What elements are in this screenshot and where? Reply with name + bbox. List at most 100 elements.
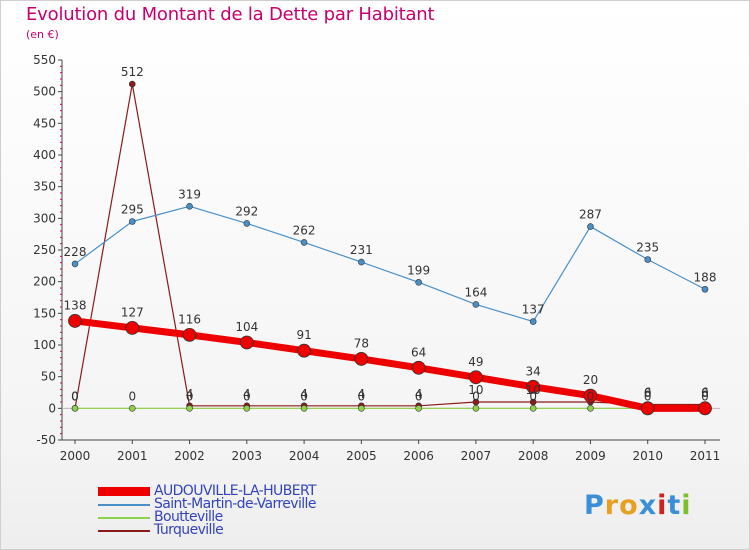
data-point-turqueville	[128, 80, 136, 88]
data-point-audouville-la-hubert	[411, 360, 426, 375]
data-point-saint-martin-de-varreville	[472, 301, 480, 308]
data-point-boutteville	[243, 405, 251, 412]
legend-item-turqueville: Turqueville	[98, 522, 316, 538]
x-tick-label: 2007	[461, 449, 492, 463]
data-label-boutteville: 0	[243, 389, 251, 403]
x-tick-label: 2009	[575, 449, 606, 463]
data-label-audouville-la-hubert: 0	[701, 386, 709, 400]
series-line-turqueville	[74, 83, 705, 409]
data-point-boutteville	[71, 405, 79, 412]
data-point-boutteville	[472, 405, 480, 412]
data-label-turqueville: 6	[644, 386, 652, 400]
data-label-turqueville: 0	[71, 389, 79, 403]
series-line-saint-martin-de-varreville	[74, 205, 706, 323]
y-tick-label: 0	[48, 401, 56, 415]
x-tick-label: 2008	[518, 449, 549, 463]
data-label-saint-martin-de-varreville: 228	[64, 245, 87, 259]
y-tick-label: 300	[33, 211, 56, 225]
y-tick-label: 500	[33, 85, 56, 99]
data-label-turqueville: 4	[300, 387, 308, 401]
chart-title: Evolution du Montant de la Dette par Hab…	[26, 4, 435, 25]
data-label-turqueville: 4	[358, 387, 366, 401]
series-saint-martin-de-varreville	[71, 203, 709, 325]
logo-letter: i	[681, 490, 692, 521]
data-label-audouville-la-hubert: 49	[468, 355, 483, 369]
data-label-boutteville: 0	[587, 389, 595, 403]
y-tick-label: 100	[33, 338, 56, 352]
data-label-saint-martin-de-varreville: 137	[522, 303, 545, 317]
legend-item-saint-martin-de-varreville: Saint-Martin-de-Varreville	[98, 496, 316, 512]
data-point-saint-martin-de-varreville	[300, 239, 308, 246]
data-point-boutteville	[358, 405, 365, 412]
data-labels-layer: 0 512 4 4 4 4 4 10 10 6 6 228 295 319 292 262 231 199 164 1…	[64, 65, 717, 403]
data-point-boutteville	[587, 405, 594, 412]
legend-label-saint-martin-de-varreville: Saint-Martin-de-Varreville	[154, 496, 316, 512]
data-point-boutteville	[300, 405, 308, 412]
x-tick-label: 2004	[289, 449, 320, 463]
data-label-boutteville: 0	[415, 389, 423, 403]
legend-swatch-audouville-la-hubert	[98, 487, 150, 496]
data-label-boutteville: 0	[358, 389, 366, 403]
data-label-turqueville: 4	[415, 387, 423, 401]
data-label-saint-martin-de-varreville: 199	[407, 263, 430, 277]
data-point-saint-martin-de-varreville	[701, 285, 709, 293]
data-point-saint-martin-de-varreville	[415, 278, 422, 286]
y-tick-label: 400	[33, 148, 56, 162]
legend-swatch-turqueville	[98, 529, 150, 532]
x-tick-label: 2001	[117, 449, 148, 463]
y-tick-label: 50	[41, 370, 56, 384]
data-point-audouville-la-hubert	[640, 401, 655, 416]
data-point-audouville-la-hubert	[182, 327, 197, 342]
y-tick-label: 350	[33, 180, 56, 194]
x-tick-label: 2006	[403, 449, 434, 463]
data-label-audouville-la-hubert: 104	[235, 320, 258, 334]
data-point-audouville-la-hubert	[526, 379, 541, 394]
data-label-boutteville: 0	[529, 389, 537, 403]
data-point-saint-martin-de-varreville	[358, 258, 365, 266]
data-label-saint-martin-de-varreville: 231	[350, 243, 373, 257]
data-label-saint-martin-de-varreville: 292	[235, 204, 258, 218]
data-point-turqueville	[472, 398, 480, 406]
y-tick-label: 550	[33, 53, 56, 67]
legend-swatch-boutteville	[98, 516, 150, 519]
legend-item-boutteville: Boutteville	[98, 509, 316, 525]
legend-label-boutteville: Boutteville	[154, 509, 223, 525]
x-tick-label: 2002	[174, 449, 205, 463]
data-label-saint-martin-de-varreville: 235	[636, 241, 659, 255]
proxiti-logo: Proxiti	[584, 490, 692, 521]
legend-label-turqueville: Turqueville	[154, 522, 224, 538]
y-tick-label: 150	[33, 306, 56, 320]
series-layer	[68, 80, 712, 416]
legend-item-audouville-la-hubert: AUDOUVILLE-LA-HUBERT	[98, 484, 317, 498]
data-point-audouville-la-hubert	[698, 401, 712, 416]
data-point-saint-martin-de-varreville	[587, 223, 594, 230]
data-label-boutteville: 0	[300, 389, 308, 403]
x-tick-label: 2010	[632, 449, 663, 463]
x-tick-label: 2011	[690, 449, 721, 463]
data-point-saint-martin-de-varreville	[71, 260, 79, 268]
data-label-audouville-la-hubert: 64	[411, 345, 426, 359]
data-label-audouville-la-hubert: 34	[526, 364, 541, 378]
data-point-saint-martin-de-varreville	[128, 218, 136, 225]
logo-letter: i	[657, 490, 668, 521]
logo-letter: o	[619, 490, 639, 521]
data-label-boutteville: 0	[644, 389, 652, 403]
legend: AUDOUVILLE-LA-HUBERT Saint-Martin-de-Varr…	[98, 484, 317, 538]
x-tick-label: 2000	[60, 449, 91, 463]
data-label-saint-martin-de-varreville: 188	[694, 270, 717, 284]
data-point-audouville-la-hubert	[239, 335, 254, 350]
data-point-audouville-la-hubert	[469, 370, 483, 385]
chart-subtitle: (en €)	[26, 28, 59, 41]
data-point-audouville-la-hubert	[125, 320, 140, 335]
data-label-audouville-la-hubert: 20	[583, 373, 598, 387]
y-tick-label: 250	[33, 243, 56, 257]
data-point-saint-martin-de-varreville	[186, 203, 193, 210]
data-point-boutteville	[186, 405, 193, 412]
data-label-audouville-la-hubert: 78	[354, 336, 369, 350]
data-label-saint-martin-de-varreville: 262	[293, 223, 316, 237]
data-label-turqueville: 6	[701, 386, 709, 400]
x-tick-label: 2003	[232, 449, 263, 463]
data-point-turqueville	[529, 398, 537, 406]
data-label-turqueville: 512	[121, 65, 144, 79]
